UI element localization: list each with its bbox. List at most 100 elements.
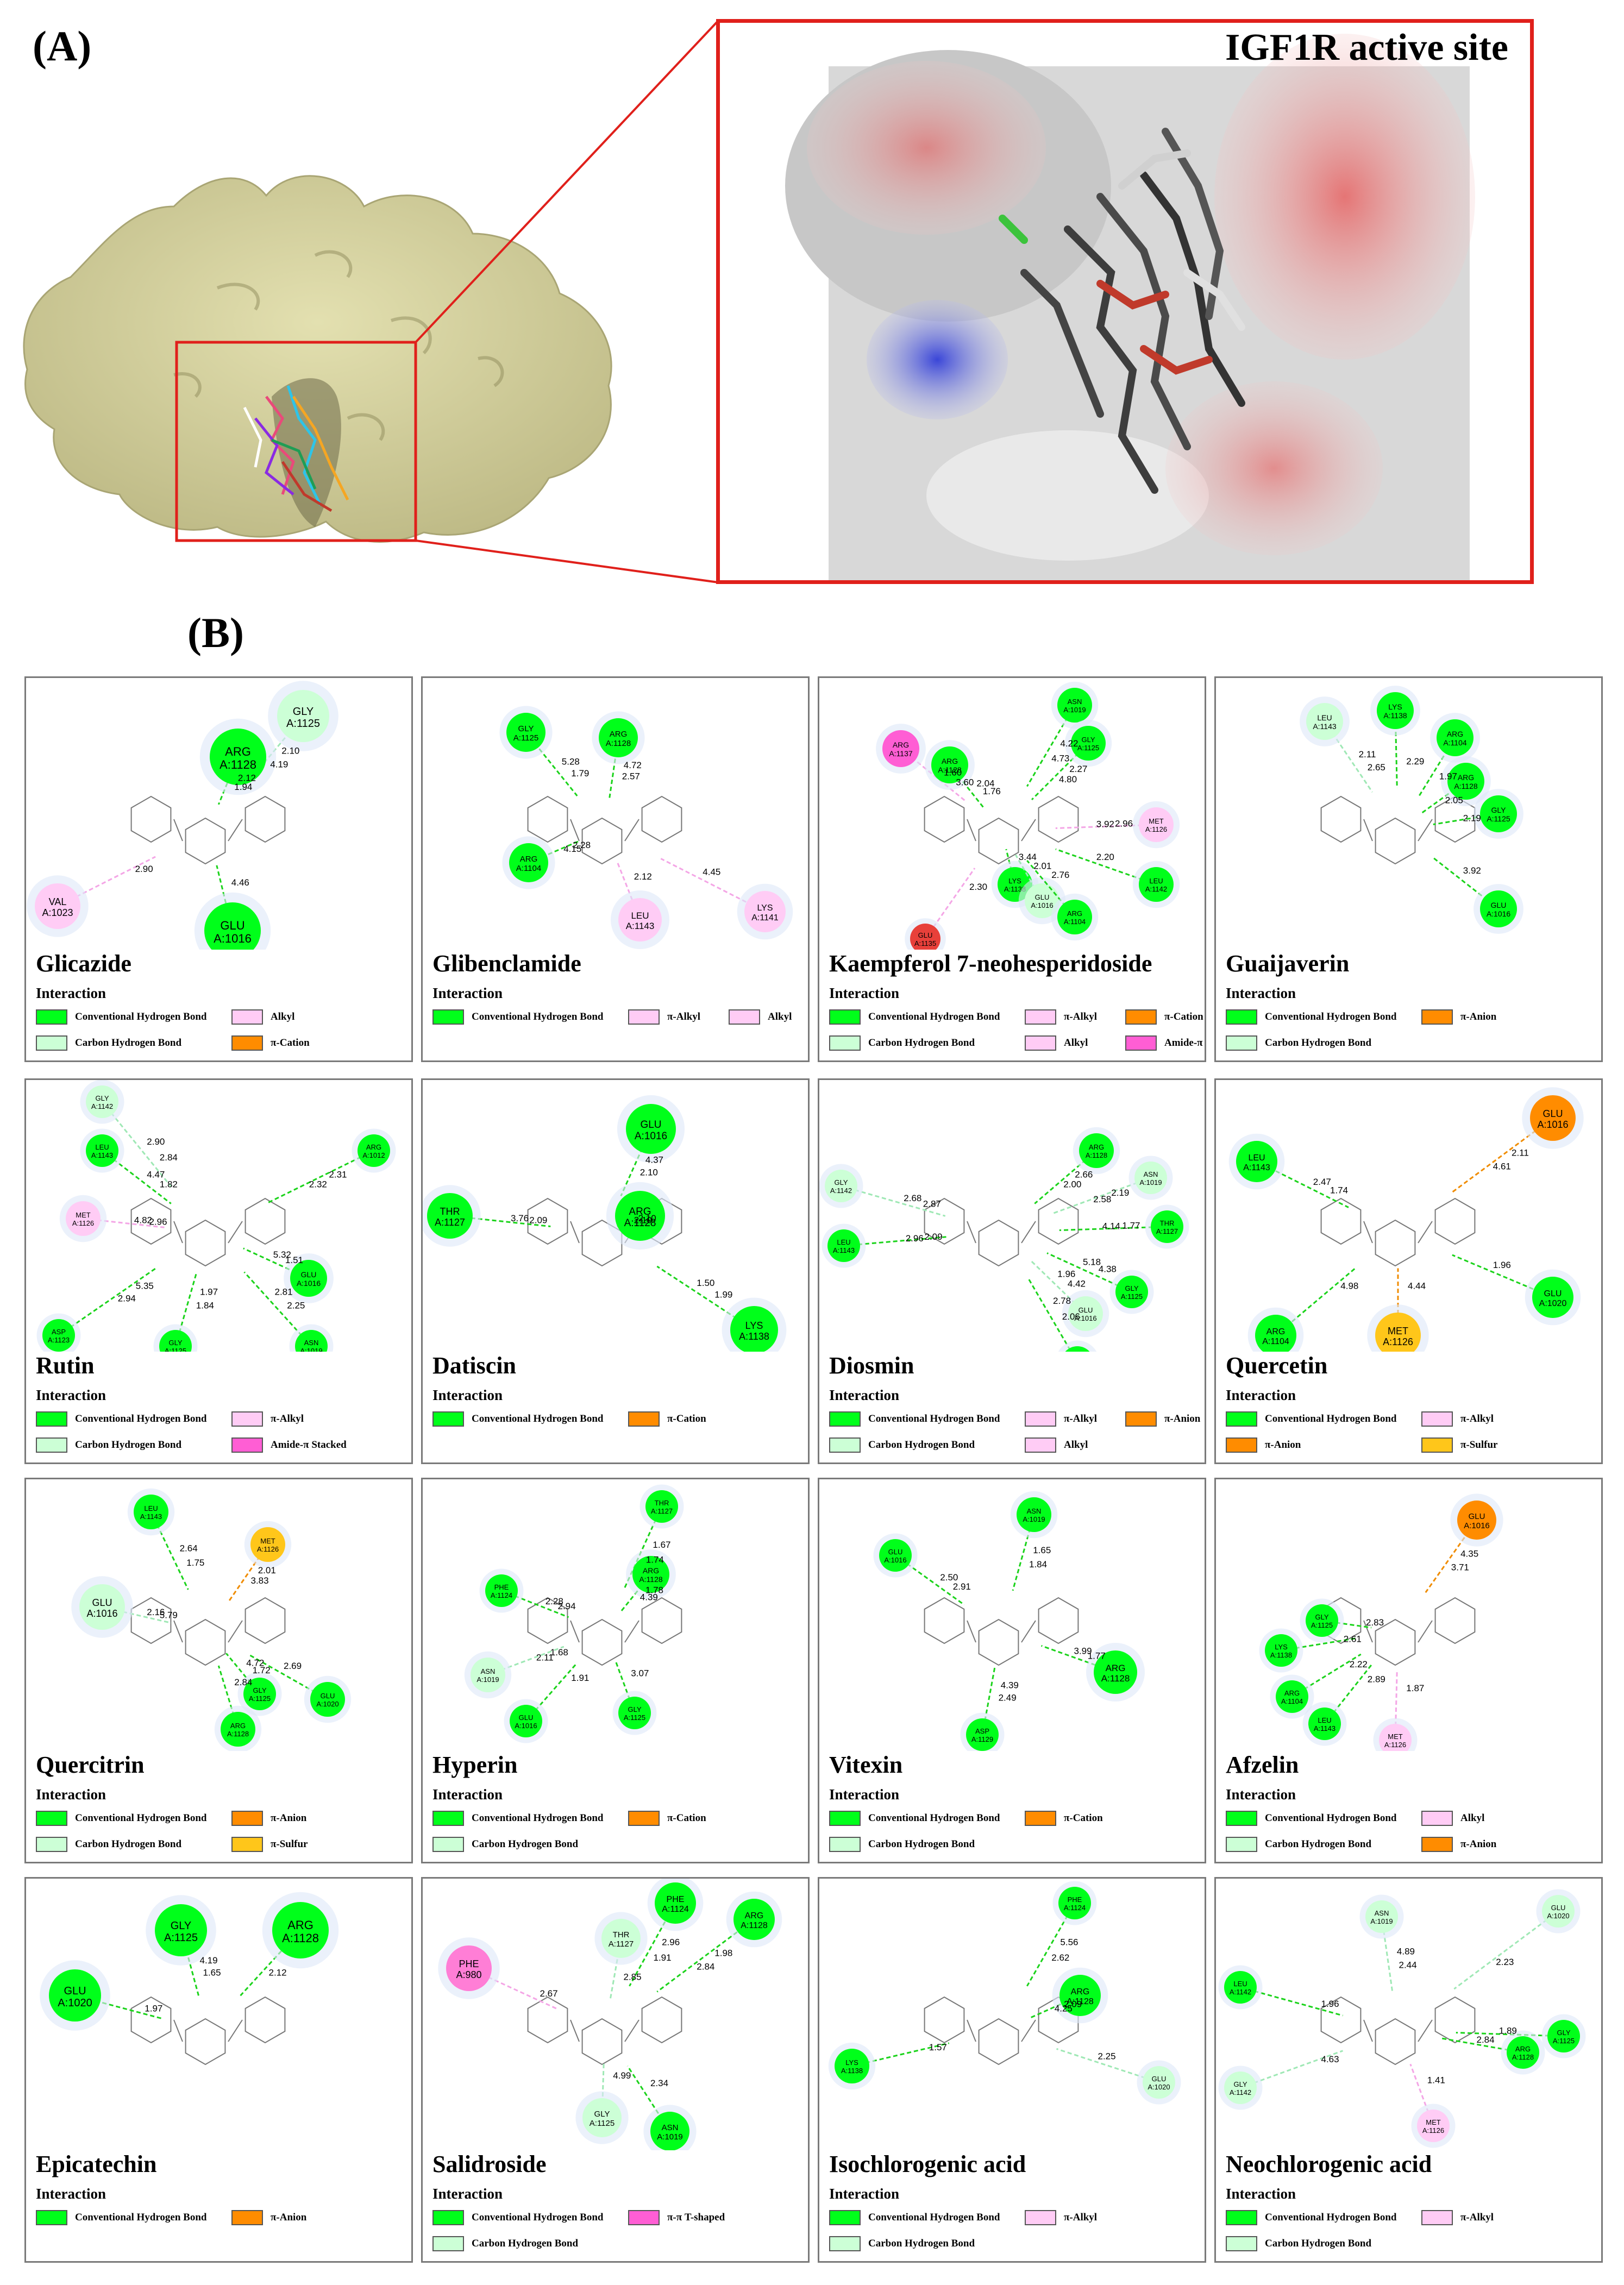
distance-label: 1.65 bbox=[1033, 1545, 1051, 1555]
distance-label: 2.25 bbox=[1098, 2051, 1116, 2061]
legend-label: π-Cation bbox=[667, 1812, 706, 1824]
residue-name: MET bbox=[1388, 1326, 1408, 1336]
legend-swatch bbox=[36, 1837, 67, 1852]
residue-name: VAL bbox=[49, 896, 67, 907]
legend-label: π-Alkyl bbox=[667, 1011, 701, 1022]
interaction-legend: Conventional Hydrogen Bond π-Alkyl π-Anion… bbox=[829, 1411, 1204, 1462]
distance-label: 1.67 bbox=[653, 1540, 670, 1550]
residue-node bbox=[506, 713, 545, 752]
distance-label: 5.28 bbox=[562, 756, 580, 767]
interaction-line bbox=[501, 1590, 569, 1618]
residue-node bbox=[1276, 1680, 1308, 1713]
ligand-skeleton bbox=[1320, 1197, 1476, 1267]
legend-label: Conventional Hydrogen Bond bbox=[75, 2212, 207, 2223]
legend-label: π-Sulfur bbox=[1460, 1439, 1498, 1451]
distance-label: 2.11 bbox=[1512, 1147, 1529, 1158]
ligand-ring bbox=[978, 1219, 1019, 1267]
ligand-bond bbox=[967, 1221, 1036, 1244]
residue-node bbox=[1094, 1650, 1137, 1694]
ligand-2d-diagram: ASNA:1019ARGA:1137ARGA:1128GLYA:1125META… bbox=[876, 681, 1180, 950]
interaction-diagram-grid: GLY A:1125 ARG A:1128 VAL A:1023 GLU A:1016 4.19… bbox=[24, 676, 1603, 2271]
distance-label: 4.47 bbox=[147, 1170, 165, 1180]
distance-label: 3.92 bbox=[1096, 819, 1114, 830]
distance-label: 1.97 bbox=[200, 1287, 218, 1297]
distance-label: 2.31 bbox=[329, 1170, 347, 1180]
legend-item: π-Cation bbox=[231, 1035, 310, 1051]
residue-node bbox=[825, 1170, 857, 1202]
legend-swatch bbox=[231, 1837, 263, 1852]
residue-name: GLU bbox=[301, 1270, 317, 1279]
residue-id: A:1126 bbox=[72, 1219, 94, 1227]
residue-name: ARG bbox=[1284, 1689, 1300, 1697]
residue-name: MET bbox=[1149, 817, 1164, 825]
interaction-legend: Conventional Hydrogen Bond π-Cation Carbon… bbox=[432, 1811, 807, 1862]
legend-swatch bbox=[1025, 1035, 1056, 1051]
legend-label: Conventional Hydrogen Bond bbox=[868, 2212, 1000, 2223]
residue-id: A:1143 bbox=[626, 921, 655, 931]
residue-node bbox=[86, 1085, 118, 1118]
ligand-ring bbox=[581, 2018, 623, 2066]
legend-item: Carbon Hydrogen Bond bbox=[36, 1437, 181, 1453]
ligand-ring bbox=[1375, 1219, 1416, 1267]
residue-name: THR bbox=[613, 1930, 630, 1939]
legend-swatch bbox=[36, 1811, 67, 1826]
legend-label: Carbon Hydrogen Bond bbox=[472, 1838, 579, 1850]
distance-label: 1.94 bbox=[234, 782, 252, 792]
residue-node bbox=[931, 746, 968, 783]
distance-label: 4.72 bbox=[246, 1658, 264, 1668]
residue-node bbox=[1059, 1975, 1101, 2016]
legend-item: π-Alkyl bbox=[231, 1411, 304, 1427]
residue-name: ARG bbox=[1266, 1327, 1286, 1336]
distance-label: 1.89 bbox=[1499, 2026, 1517, 2036]
distance-label: 2.66 bbox=[1075, 1170, 1093, 1180]
residue-id: A:1123 bbox=[48, 1336, 70, 1344]
interaction-line bbox=[1394, 710, 1398, 789]
residue-node bbox=[1058, 1887, 1091, 1919]
ligand-ring bbox=[1320, 1996, 1362, 2044]
ligand-ring bbox=[1375, 817, 1416, 865]
legend-label: π-Anion bbox=[271, 2212, 307, 2223]
legend-item: Conventional Hydrogen Bond bbox=[36, 2210, 206, 2225]
residue-id: A:1142 bbox=[91, 1102, 113, 1110]
ligand-2d-diagram: THRA:1127ARGA:1128PHEA:1124ASNA:1019GLUA… bbox=[464, 1484, 684, 1743]
residue-name: LEU bbox=[631, 911, 649, 921]
residue-node bbox=[1057, 688, 1092, 723]
legend-item: Carbon Hydrogen Bond bbox=[829, 2236, 975, 2251]
distance-label: 2.34 bbox=[650, 2078, 668, 2088]
residue-name: LEU bbox=[1233, 1980, 1247, 1988]
ligand-ring bbox=[130, 1597, 172, 1644]
residue-name: GLU bbox=[1551, 1904, 1566, 1912]
distance-label: 2.44 bbox=[1399, 1960, 1417, 1970]
distance-label: 1.77 bbox=[1088, 1650, 1106, 1661]
zoom-title: IGF1R active site bbox=[1225, 27, 1508, 68]
distance-label: 2.19 bbox=[1463, 813, 1481, 824]
ligand-2d-diagram: PHEA:1124ARGA:1128THRA:1127PHEA:980GLYA:… bbox=[438, 1879, 782, 2150]
residue-node bbox=[1224, 1971, 1257, 2004]
legend-item: π-Anion bbox=[231, 1811, 306, 1826]
distance-label: 2.27 bbox=[1069, 764, 1087, 774]
interaction-card: GLY A:1125 ARG A:1128 ARG A:1104 LEU A:1143 LYS A… bbox=[421, 676, 810, 1062]
legend-item: Alkyl bbox=[1421, 1811, 1484, 1826]
interaction-line bbox=[656, 1265, 755, 1331]
residue-node bbox=[632, 1556, 669, 1593]
distance-label: 1.51 bbox=[285, 1255, 303, 1265]
residue-name: LEU bbox=[1248, 1153, 1265, 1163]
residue-id: A:1019 bbox=[1370, 1917, 1393, 1925]
residue-node bbox=[1017, 1497, 1051, 1532]
distance-label: 2.06 bbox=[1062, 1311, 1080, 1322]
distance-label: 1.96 bbox=[1493, 1260, 1511, 1270]
residue-name: GLY bbox=[518, 724, 534, 733]
distance-label: 1.96 bbox=[1057, 1269, 1075, 1279]
residue-id: A:1126 bbox=[1384, 1741, 1406, 1749]
legend-swatch bbox=[1421, 1411, 1453, 1427]
legend-item: π-π T-shaped bbox=[628, 2210, 725, 2225]
distance-label: 4.61 bbox=[1493, 1162, 1511, 1172]
distance-label: 3.99 bbox=[1074, 1646, 1092, 1656]
legend-label: Conventional Hydrogen Bond bbox=[1265, 2212, 1397, 2223]
residue-node bbox=[730, 1306, 778, 1352]
legend-swatch bbox=[628, 1811, 660, 1826]
residue-node bbox=[1143, 2066, 1175, 2099]
residue-name: ASN bbox=[481, 1667, 496, 1675]
